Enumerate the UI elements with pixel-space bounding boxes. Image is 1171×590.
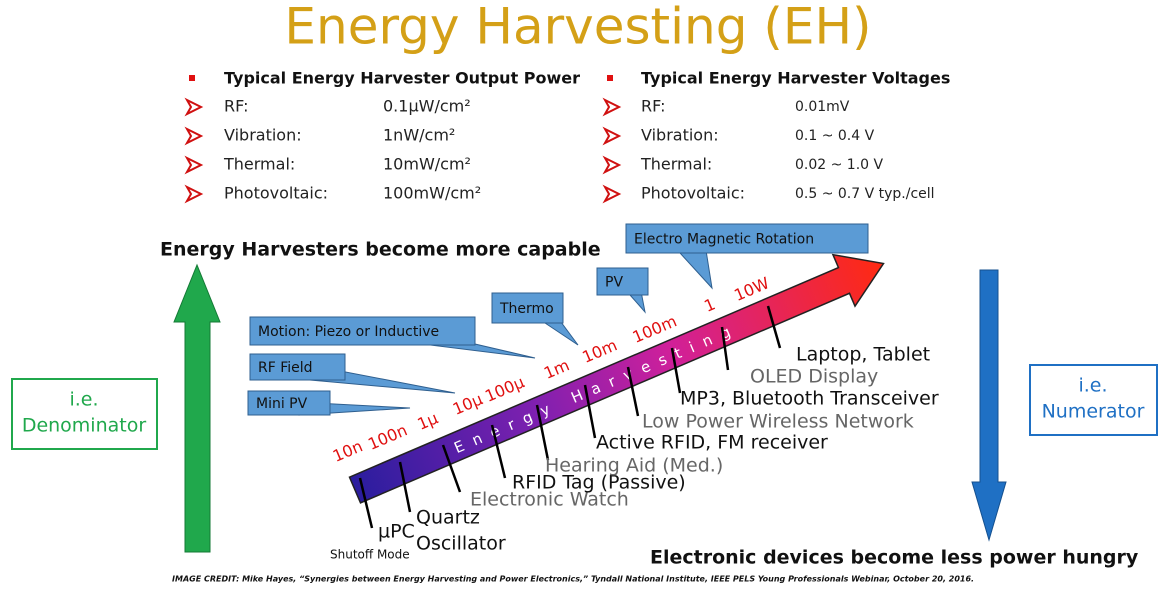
scale-label: 1m <box>541 355 572 383</box>
device-label: µPC <box>378 521 415 543</box>
callout-text: RF Field <box>258 360 313 376</box>
caption: Energy Harvesters become more capable <box>160 239 601 261</box>
callout-box <box>625 223 869 254</box>
callout-text: Mini PV <box>256 396 308 412</box>
device-note: Shutoff Mode <box>330 548 410 562</box>
tick-line <box>398 461 412 513</box>
scale-label: 10µ <box>450 389 486 418</box>
scale-label: 1µ <box>415 408 441 433</box>
item-label: Vibration: <box>641 126 719 145</box>
tick-line <box>535 404 550 461</box>
item-label: Thermal: <box>640 155 712 174</box>
arrow-bullet <box>184 126 204 146</box>
tick-line <box>766 305 782 349</box>
device-label: RFID Tag (Passive) <box>512 472 686 494</box>
callout-box <box>249 316 476 346</box>
tick-line <box>583 384 597 439</box>
item-value: 0.5 ~ 0.7 V typ./cell <box>795 186 935 202</box>
tick-line <box>720 326 730 371</box>
scale-label: 100n <box>365 420 410 453</box>
callout-text: Electro Magnetic Rotation <box>634 232 814 248</box>
scale-label: 100µ <box>482 372 527 405</box>
callout-box <box>491 292 564 324</box>
box-text: Denominator <box>22 415 147 437</box>
down-arrow <box>971 269 1007 542</box>
box-text: Numerator <box>1042 401 1145 423</box>
callout-text: Motion: Piezo or Inductive <box>258 324 439 340</box>
callout-text: PV <box>605 275 623 291</box>
item-value: 100mW/cm² <box>383 184 481 203</box>
callout-box <box>247 390 331 416</box>
item-value: 0.1µW/cm² <box>383 97 471 116</box>
device-label: Oscillator <box>416 533 506 555</box>
item-value: 10mW/cm² <box>383 155 471 174</box>
device-label: Quartz <box>416 507 480 529</box>
denominator-box <box>11 378 158 450</box>
item-value: 0.02 ~ 1.0 V <box>795 157 884 173</box>
box-text: i.e. <box>1078 375 1107 397</box>
numerator-box <box>1029 364 1158 436</box>
device-label: Active RFID, FM receiver <box>596 432 828 454</box>
callout-box <box>249 353 346 381</box>
bullet <box>189 75 195 81</box>
arrow-bullet <box>602 184 622 204</box>
arrow-bullet <box>184 155 204 175</box>
scale-label: 1 <box>701 294 718 315</box>
tick-line <box>441 444 462 493</box>
caption: Electronic devices become less power hun… <box>650 547 1139 569</box>
item-label: Thermal: <box>223 155 295 174</box>
device-label: Hearing Aid (Med.) <box>545 455 723 477</box>
arrow-body <box>348 253 885 504</box>
device-label: Laptop, Tablet <box>796 344 930 366</box>
item-value: 1nW/cm² <box>383 126 455 145</box>
list-heading: Typical Energy Harvester Output Power <box>224 69 580 88</box>
item-label: Photovoltaic: <box>641 184 745 203</box>
tick-line <box>490 424 507 479</box>
scale-label: 10m <box>579 335 620 367</box>
arrow-bullet <box>602 97 622 117</box>
credit: IMAGE CREDIT: Mike Hayes, “Synergies bet… <box>172 575 974 584</box>
device-label: Low Power Wireless Network <box>642 411 914 433</box>
scale-label: 10n <box>330 436 365 465</box>
list-heading: Typical Energy Harvester Voltages <box>641 69 950 88</box>
title: Energy Harvesting (EH) <box>284 0 871 56</box>
arrow-bullet <box>602 155 622 175</box>
item-label: RF: <box>224 97 248 116</box>
box-text: i.e. <box>69 389 98 411</box>
tick-line <box>670 347 682 394</box>
up-arrow <box>173 263 221 553</box>
tick-line <box>358 477 374 529</box>
item-value: 0.1 ~ 0.4 V <box>795 128 875 144</box>
bullet <box>607 75 613 81</box>
arrow-bullet <box>184 97 204 117</box>
item-label: Vibration: <box>224 126 302 145</box>
device-label: OLED Display <box>750 366 878 388</box>
tick-line <box>626 366 640 417</box>
device-label: Electronic Watch <box>470 489 629 511</box>
arrow-bullet <box>602 126 622 146</box>
item-value: 0.01mV <box>795 99 850 115</box>
item-label: Photovoltaic: <box>224 184 328 203</box>
item-label: RF: <box>641 97 665 116</box>
callout-text: Thermo <box>499 301 554 317</box>
device-label: MP3, Bluetooth Transceiver <box>680 388 939 410</box>
arrow-bullet <box>184 184 204 204</box>
callout-box <box>596 267 649 296</box>
